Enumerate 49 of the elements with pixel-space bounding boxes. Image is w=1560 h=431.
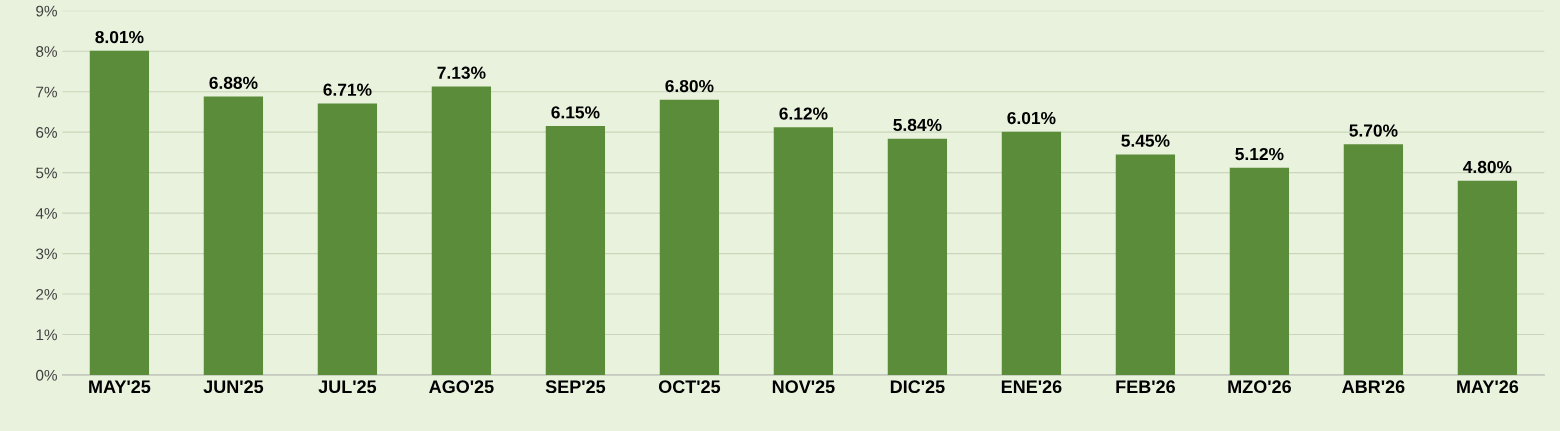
data-label: 5.84% [893,118,942,132]
bar [1343,144,1404,375]
x-tick-label: MZO'26 [1228,380,1291,394]
bar [203,96,264,375]
x-tick-label: DIC'25 [890,380,945,394]
data-label: 5.12% [1235,147,1284,161]
y-tick-label: 2% [36,288,57,300]
x-tick-label: MAY'25 [89,380,151,394]
data-label: 8.01% [95,30,144,44]
x-tick-label: FEB'26 [1116,380,1175,394]
y-tick-label: 6% [36,127,57,138]
y-tick-label: 3% [36,248,57,260]
y-tick-label: 7% [36,86,57,98]
bar [431,86,492,375]
x-tick-label: MAY'26 [1457,380,1519,394]
bar [545,126,606,375]
x-tick-label: OCT'25 [658,380,721,394]
x-tick-label: ABR'26 [1342,380,1405,394]
bar [887,138,948,375]
data-label: 6.88% [209,76,258,89]
x-tick-label: JUL'25 [318,380,377,394]
bar [1457,180,1518,375]
data-label: 6.12% [779,107,828,120]
bar [659,99,720,375]
data-label: 5.45% [1121,134,1170,147]
bar [773,127,834,375]
bar [89,50,150,375]
y-tick-label: 5% [36,167,57,179]
y-tick-label: 1% [36,329,57,341]
y-tick-label: 4% [35,208,57,219]
bar [1115,154,1176,375]
x-tick-label: SEP'25 [545,380,606,394]
y-tick-label: 8% [36,46,57,57]
y-tick-label: 0% [36,369,57,381]
data-label: 6.15% [551,106,600,119]
data-label: 6.01% [1007,111,1056,125]
x-tick-label: JUN'25 [203,380,264,394]
bar [1001,131,1062,375]
data-label: 4.80% [1463,160,1512,174]
data-label: 6.71% [323,83,372,96]
data-label: 6.80% [665,79,714,93]
data-label: 7.13% [437,66,486,79]
bar [317,103,378,375]
y-tick-label: 9% [36,5,57,17]
x-tick-label: AGO'25 [429,380,494,394]
x-tick-label: ENE'26 [1001,380,1062,394]
bar [1229,167,1290,375]
x-tick-label: NOV'25 [772,380,835,394]
data-label: 5.70% [1349,124,1398,137]
